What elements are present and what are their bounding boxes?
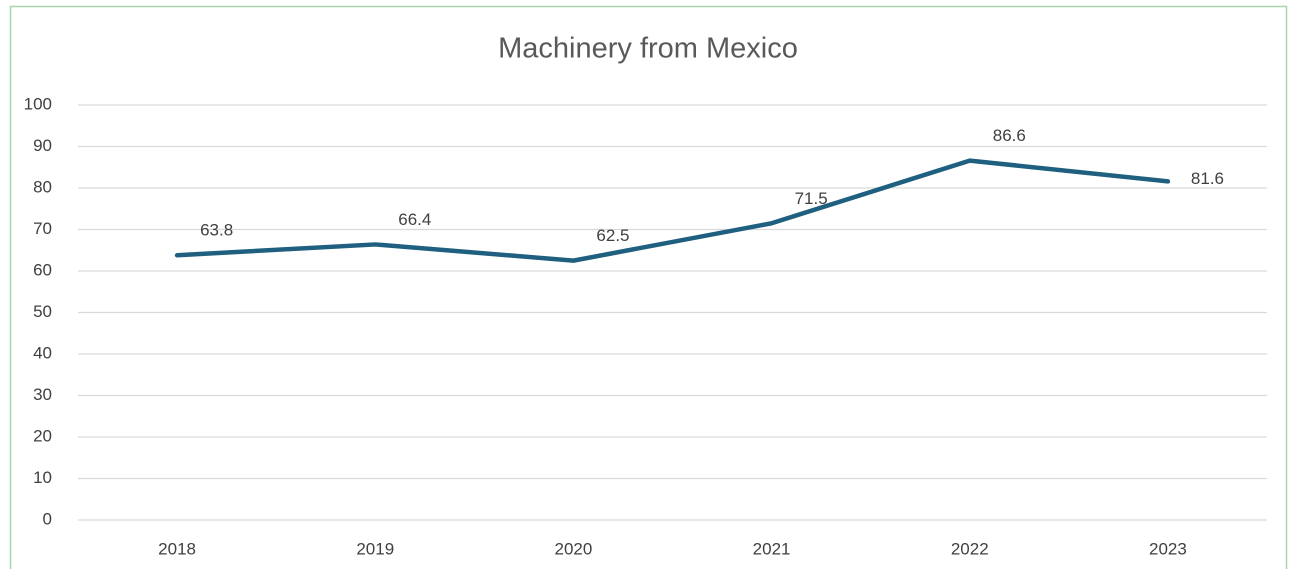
data-label: 66.4 bbox=[398, 210, 431, 229]
y-tick-label: 40 bbox=[33, 343, 52, 362]
data-label: 63.8 bbox=[200, 221, 233, 240]
x-tick-label: 2022 bbox=[951, 539, 989, 558]
chart-title: Machinery from Mexico bbox=[498, 33, 798, 65]
y-tick-label: 10 bbox=[33, 468, 52, 487]
y-tick-label: 70 bbox=[33, 219, 52, 238]
y-tick-label: 60 bbox=[33, 260, 52, 279]
data-label: 71.5 bbox=[795, 189, 828, 208]
x-tick-label: 2019 bbox=[356, 539, 394, 558]
x-tick-label: 2018 bbox=[158, 539, 196, 558]
x-tick-label: 2021 bbox=[753, 539, 791, 558]
chart-frame bbox=[9, 5, 1288, 569]
x-tick-label: 2020 bbox=[555, 539, 593, 558]
y-tick-label: 30 bbox=[33, 385, 52, 404]
y-tick-label: 20 bbox=[33, 426, 52, 445]
y-tick-label: 90 bbox=[33, 136, 52, 155]
line-series bbox=[174, 158, 1171, 263]
data-label: 86.6 bbox=[993, 126, 1026, 145]
y-tick-label: 0 bbox=[43, 509, 52, 528]
data-label: 81.6 bbox=[1191, 169, 1224, 188]
y-tick-label: 100 bbox=[24, 94, 52, 113]
y-tick-label: 50 bbox=[33, 302, 52, 321]
x-tick-label: 2023 bbox=[1149, 539, 1187, 558]
data-label: 62.5 bbox=[596, 226, 629, 245]
y-tick-label: 80 bbox=[33, 177, 52, 196]
